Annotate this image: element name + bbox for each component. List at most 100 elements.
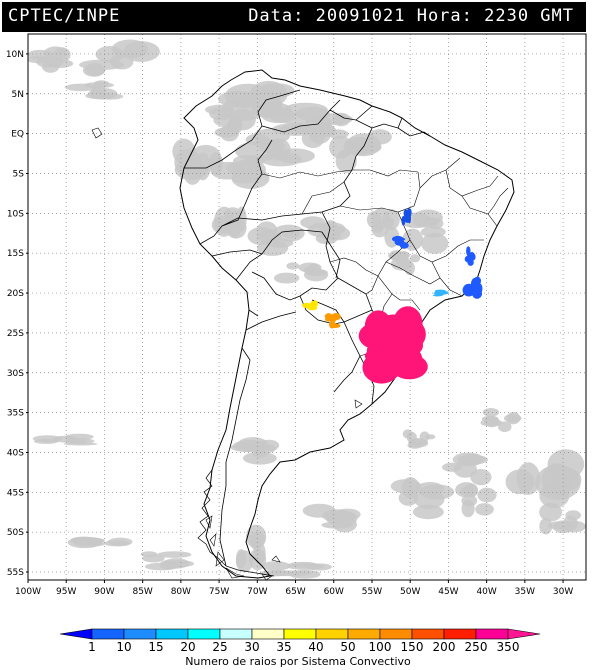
cloud-patch bbox=[238, 437, 268, 451]
lon-label: 95W bbox=[56, 587, 76, 597]
lightning-blob bbox=[401, 215, 406, 226]
cloud-patch bbox=[235, 550, 254, 573]
lightning-blob bbox=[362, 351, 401, 384]
cloud-patch bbox=[235, 159, 262, 178]
lon-label: 55W bbox=[362, 587, 382, 597]
colorbar-label: 200 bbox=[433, 640, 456, 654]
lon-label: 60W bbox=[324, 587, 344, 597]
lon-label: 40W bbox=[476, 587, 496, 597]
cloud-patch bbox=[211, 215, 233, 234]
lon-label: 30W bbox=[553, 587, 573, 597]
colorbar-label: 15 bbox=[148, 640, 163, 654]
parana-rs-cluster bbox=[358, 306, 428, 384]
cloud-patch bbox=[251, 538, 263, 551]
colorbar-segment bbox=[123, 628, 157, 640]
lightning-blob bbox=[383, 316, 403, 333]
cloud-patch bbox=[565, 510, 581, 521]
cloud-patch bbox=[477, 487, 497, 503]
colorbar-segment bbox=[283, 628, 317, 640]
cloud-patch bbox=[286, 262, 300, 270]
lightning-blob bbox=[439, 291, 449, 295]
colorbar-segment bbox=[219, 628, 253, 640]
datetime-label: Data: 20091021 Hora: 2230 GMT bbox=[248, 6, 574, 26]
sao-paulo-cluster bbox=[432, 289, 449, 297]
lon-label: 80W bbox=[171, 587, 191, 597]
cloud-patch bbox=[256, 221, 277, 239]
colorbar-segment bbox=[475, 628, 509, 640]
cloud-patch bbox=[372, 208, 390, 229]
lat-label: 50S bbox=[7, 528, 24, 538]
cloud-patch bbox=[266, 570, 312, 577]
colorbar-label: 50 bbox=[340, 640, 355, 654]
latitude-labels: 10N 5N EQ 5S 10S 15S 20S 25S 30S 35S 40S 45S 50S 55S bbox=[6, 50, 28, 578]
lon-label: 75W bbox=[209, 587, 229, 597]
colorbar-label: 25 bbox=[212, 640, 227, 654]
colorbar-segment bbox=[443, 628, 477, 640]
cloud-patch bbox=[409, 254, 421, 263]
south-america-outline bbox=[179, 69, 515, 579]
cloud-patch bbox=[266, 238, 294, 248]
colorbar-label: 40 bbox=[308, 640, 323, 654]
colorbar-title: Numero de raios por Sistema Convectivo bbox=[185, 655, 411, 668]
cloud-patch bbox=[461, 499, 475, 518]
cloud-patch bbox=[70, 537, 106, 544]
lon-label: 85W bbox=[132, 587, 152, 597]
cloud-patch bbox=[389, 250, 404, 261]
colorbar-segment bbox=[411, 628, 445, 640]
cloud-patch bbox=[348, 140, 382, 155]
colorbar-label: 10 bbox=[116, 640, 131, 654]
cloud-cover-layer bbox=[28, 39, 586, 579]
cloud-patch bbox=[243, 451, 277, 465]
lon-label: 90W bbox=[94, 587, 114, 597]
cloud-patch bbox=[455, 482, 478, 498]
lat-label: 5N bbox=[12, 90, 24, 100]
lon-label: 70W bbox=[247, 587, 267, 597]
lat-label: 20S bbox=[7, 289, 24, 299]
cloud-patch bbox=[97, 93, 124, 100]
cloud-patch bbox=[183, 159, 202, 185]
lat-label: 45S bbox=[7, 488, 24, 498]
goias-cluster bbox=[401, 208, 412, 226]
map-frame-border bbox=[27, 33, 587, 581]
cloud-patch bbox=[53, 435, 78, 443]
lon-label: 65W bbox=[285, 587, 305, 597]
cloud-patch bbox=[79, 59, 125, 71]
cloud-patch bbox=[219, 124, 240, 142]
lightning-layer bbox=[301, 208, 483, 384]
cloud-patch bbox=[307, 223, 336, 238]
lon-label: 35W bbox=[515, 587, 535, 597]
longitude-labels: 100W 95W 90W 85W 80W 75W 70W 65W 60W 55W 50W 45W 40W… bbox=[15, 580, 573, 597]
lightning-blob bbox=[394, 238, 405, 246]
cloud-patch bbox=[398, 490, 419, 506]
paraguay-orange-cluster bbox=[324, 312, 341, 329]
lat-label: 40S bbox=[7, 448, 24, 458]
cloud-patch bbox=[307, 263, 320, 276]
paraguay-yellow-cluster bbox=[301, 300, 319, 311]
colorbar-label: 250 bbox=[465, 640, 488, 654]
colorbar-segment bbox=[251, 628, 285, 640]
cloud-patch bbox=[83, 82, 115, 89]
cloud-patch bbox=[421, 233, 449, 254]
lightning-blob bbox=[395, 346, 423, 372]
cloud-patch bbox=[144, 562, 179, 571]
cloud-patch bbox=[412, 504, 444, 520]
cloud-patch bbox=[547, 449, 585, 480]
cloud-patch bbox=[427, 217, 444, 229]
lightning-blob bbox=[466, 246, 471, 257]
colorbar-label: 35 bbox=[276, 640, 291, 654]
island-features bbox=[91, 127, 363, 580]
cloud-patch bbox=[213, 113, 243, 128]
lat-label: 25S bbox=[7, 329, 24, 339]
colorbar-segment bbox=[91, 628, 125, 640]
colorbar: 1 10 15 20 25 30 35 40 50 100 150 200 250 350 bbox=[59, 628, 541, 654]
lon-label: 100W bbox=[15, 587, 41, 597]
lat-label: 10S bbox=[7, 209, 24, 219]
cloud-patch bbox=[516, 462, 541, 495]
cloud-patch bbox=[157, 551, 192, 558]
cloud-patch bbox=[107, 537, 133, 547]
cloud-patch bbox=[453, 460, 477, 478]
west-bolivia-cluster bbox=[391, 235, 409, 249]
lat-label: EQ bbox=[11, 130, 24, 140]
cloud-patch bbox=[275, 148, 315, 164]
cloud-patch bbox=[420, 226, 446, 238]
